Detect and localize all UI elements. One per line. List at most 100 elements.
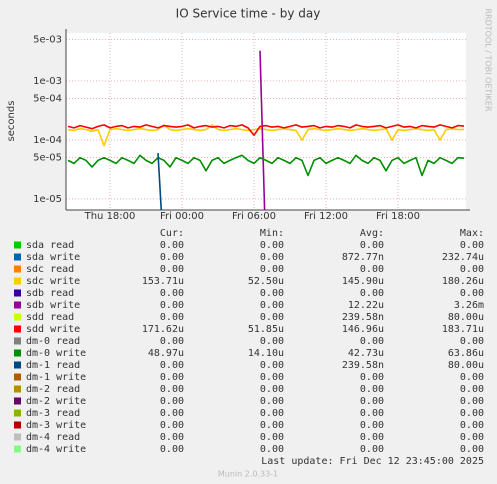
legend-value: 146.96u xyxy=(342,324,384,335)
legend-value: 0.00 xyxy=(360,264,384,275)
x-tick-label: Fri 00:00 xyxy=(160,211,204,222)
side-label: RRDTOOL / TOBI OETIKER xyxy=(484,8,493,111)
legend-swatch xyxy=(14,313,21,321)
legend-value: 80.00u xyxy=(448,312,484,323)
legend-name: dm-2 read xyxy=(26,384,80,395)
legend-value: 0.00 xyxy=(360,288,384,299)
legend-value: 3.26m xyxy=(454,300,484,311)
x-tick-label: Fri 18:00 xyxy=(376,211,420,222)
legend-value: 0.00 xyxy=(160,360,184,371)
legend-name: sdd read xyxy=(26,312,74,323)
legend-swatch xyxy=(14,445,21,453)
legend-value: 0.00 xyxy=(360,384,384,395)
legend-value: 80.00u xyxy=(448,360,484,371)
legend-name: dm-3 read xyxy=(26,408,80,419)
legend-value: 0.00 xyxy=(260,432,284,443)
y-axis-label: seconds xyxy=(6,101,17,142)
legend-value: 14.10u xyxy=(248,348,284,359)
series-line xyxy=(67,124,465,137)
legend-swatch xyxy=(14,301,21,309)
legend-value: 171.62u xyxy=(142,324,184,335)
legend-value: 0.00 xyxy=(260,420,284,431)
series-line xyxy=(67,124,464,147)
legend-header: Min: xyxy=(260,228,284,239)
legend-swatch xyxy=(14,373,21,381)
plot-lines xyxy=(67,50,465,210)
legend-name: dm-4 write xyxy=(26,444,86,455)
legend-name: sdb write xyxy=(26,300,80,311)
legend-value: 0.00 xyxy=(160,396,184,407)
legend-value: 52.50u xyxy=(248,276,284,287)
legend-value: 180.26u xyxy=(442,276,484,287)
legend-swatch xyxy=(14,241,21,249)
legend-value: 0.00 xyxy=(260,336,284,347)
legend-value: 0.00 xyxy=(160,336,184,347)
legend-value: 0.00 xyxy=(460,240,484,251)
legend-value: 0.00 xyxy=(460,288,484,299)
legend-value: 0.00 xyxy=(260,408,284,419)
legend-swatch xyxy=(14,385,21,393)
legend-value: 239.58n xyxy=(342,360,384,371)
legend-value: 0.00 xyxy=(360,444,384,455)
chart-title: IO Service time - by day xyxy=(176,7,321,21)
legend-swatch xyxy=(14,277,21,285)
legend-value: 872.77n xyxy=(342,252,384,263)
legend-value: 0.00 xyxy=(160,384,184,395)
legend-header: Cur: xyxy=(160,228,184,239)
legend-value: 0.00 xyxy=(460,372,484,383)
legend-name: dm-4 read xyxy=(26,432,80,443)
legend-name: dm-1 read xyxy=(26,360,80,371)
legend-value: 0.00 xyxy=(160,408,184,419)
legend-value: 0.00 xyxy=(360,336,384,347)
legend-swatch xyxy=(14,265,21,273)
legend-value: 0.00 xyxy=(460,396,484,407)
legend-value: 0.00 xyxy=(260,360,284,371)
legend-value: 0.00 xyxy=(360,240,384,251)
legend-name: sda read xyxy=(26,240,74,251)
y-tick-label: 5e-04 xyxy=(33,94,62,105)
legend-value: 0.00 xyxy=(260,372,284,383)
legend-value: 0.00 xyxy=(460,264,484,275)
legend-name: dm-3 write xyxy=(26,420,86,431)
legend-value: 0.00 xyxy=(260,396,284,407)
legend-swatch xyxy=(14,433,21,441)
legend-swatch xyxy=(14,349,21,357)
y-tick-label: 1e-05 xyxy=(33,194,62,205)
legend-value: 0.00 xyxy=(360,420,384,431)
legend-name: sdd write xyxy=(26,324,80,335)
legend-value: 51.85u xyxy=(248,324,284,335)
plot-area xyxy=(66,33,466,210)
footer: Munin 2.0.33-1 xyxy=(218,470,278,479)
legend-value: 42.73u xyxy=(348,348,384,359)
legend-name: dm-2 write xyxy=(26,396,86,407)
legend-value: 0.00 xyxy=(160,420,184,431)
legend-value: 0.00 xyxy=(160,264,184,275)
legend-header: Max: xyxy=(460,228,484,239)
legend-value: 0.00 xyxy=(260,384,284,395)
legend-value: 145.90u xyxy=(342,276,384,287)
legend-value: 0.00 xyxy=(260,300,284,311)
legend-value: 12.22u xyxy=(348,300,384,311)
legend-value: 0.00 xyxy=(260,264,284,275)
legend-value: 0.00 xyxy=(260,288,284,299)
legend-value: 0.00 xyxy=(160,432,184,443)
legend-value: 0.00 xyxy=(160,252,184,263)
legend-value: 183.71u xyxy=(442,324,484,335)
legend-value: 0.00 xyxy=(260,252,284,263)
legend-value: 232.74u xyxy=(442,252,484,263)
legend-value: 0.00 xyxy=(460,384,484,395)
legend-value: 0.00 xyxy=(360,408,384,419)
series-line xyxy=(67,154,465,177)
legend-value: 0.00 xyxy=(360,432,384,443)
legend-name: sda write xyxy=(26,252,80,263)
legend-value: 0.00 xyxy=(160,288,184,299)
legend-value: 153.71u xyxy=(142,276,184,287)
legend-swatch xyxy=(14,397,21,405)
legend-value: 239.58n xyxy=(342,312,384,323)
legend-value: 48.97u xyxy=(148,348,184,359)
series-line xyxy=(157,153,163,210)
legend-value: 0.00 xyxy=(260,240,284,251)
x-tick-label: Fri 12:00 xyxy=(304,211,348,222)
legend-value: 63.86u xyxy=(448,348,484,359)
